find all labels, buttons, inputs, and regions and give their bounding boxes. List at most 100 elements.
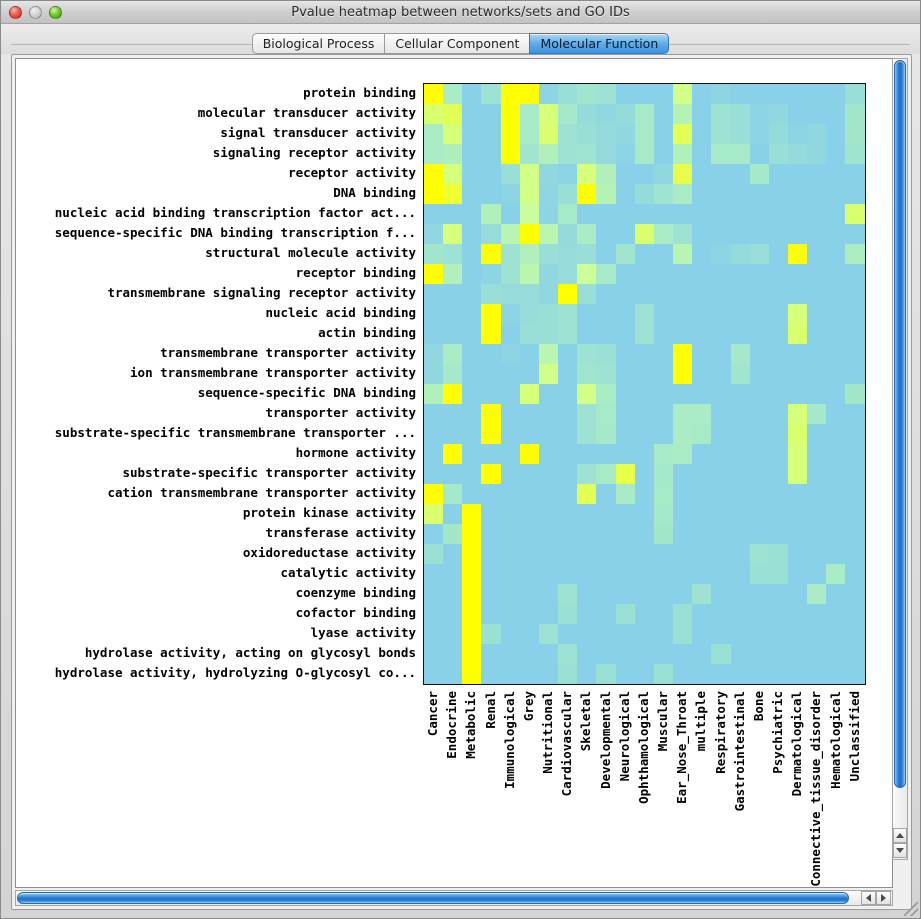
heatmap-cell[interactable] bbox=[807, 564, 827, 584]
heatmap-cell[interactable] bbox=[462, 424, 482, 444]
heatmap-cell[interactable] bbox=[500, 484, 520, 504]
heatmap-cell[interactable] bbox=[692, 544, 712, 564]
heatmap-cell[interactable] bbox=[768, 464, 788, 484]
heatmap-cell[interactable] bbox=[615, 444, 635, 464]
heatmap-cell[interactable] bbox=[692, 144, 712, 164]
heatmap-cell[interactable] bbox=[845, 284, 865, 304]
heatmap-cell[interactable] bbox=[519, 664, 539, 684]
heatmap-cell[interactable] bbox=[807, 504, 827, 524]
heatmap-cell[interactable] bbox=[653, 84, 674, 104]
heatmap-cell[interactable] bbox=[673, 284, 693, 304]
heatmap-cell[interactable] bbox=[749, 324, 769, 344]
heatmap-cell[interactable] bbox=[500, 524, 520, 544]
heatmap-cell[interactable] bbox=[424, 424, 444, 444]
heatmap-cell[interactable] bbox=[730, 444, 750, 464]
heatmap-cell[interactable] bbox=[558, 524, 578, 544]
heatmap-cell[interactable] bbox=[519, 644, 539, 664]
heatmap-cell[interactable] bbox=[538, 344, 559, 364]
heatmap-cell[interactable] bbox=[500, 144, 520, 164]
minimize-button[interactable] bbox=[29, 6, 42, 19]
heatmap-cell[interactable] bbox=[692, 224, 712, 244]
heatmap-cell[interactable] bbox=[749, 124, 769, 144]
heatmap-cell[interactable] bbox=[462, 504, 482, 524]
heatmap-cell[interactable] bbox=[443, 404, 463, 424]
heatmap-cell[interactable] bbox=[673, 184, 693, 204]
heatmap-cell[interactable] bbox=[787, 204, 808, 224]
heatmap-cell[interactable] bbox=[615, 524, 635, 544]
heatmap-cell[interactable] bbox=[634, 444, 654, 464]
heatmap-cell[interactable] bbox=[462, 184, 482, 204]
heatmap-cell[interactable] bbox=[845, 464, 865, 484]
heatmap-cell[interactable] bbox=[653, 224, 674, 244]
heatmap-cell[interactable] bbox=[730, 224, 750, 244]
heatmap-cell[interactable] bbox=[673, 384, 693, 404]
heatmap-cell[interactable] bbox=[443, 424, 463, 444]
heatmap-cell[interactable] bbox=[787, 324, 808, 344]
heatmap-cell[interactable] bbox=[615, 144, 635, 164]
heatmap-cell[interactable] bbox=[845, 664, 865, 684]
heatmap-cell[interactable] bbox=[730, 324, 750, 344]
heatmap-cell[interactable] bbox=[768, 164, 788, 184]
heatmap-cell[interactable] bbox=[519, 244, 539, 264]
heatmap-cell[interactable] bbox=[558, 164, 578, 184]
heatmap-cell[interactable] bbox=[424, 84, 444, 104]
heatmap-cell[interactable] bbox=[558, 664, 578, 684]
heatmap-cell[interactable] bbox=[807, 184, 827, 204]
heatmap-cell[interactable] bbox=[462, 464, 482, 484]
heatmap-cell[interactable] bbox=[481, 324, 501, 344]
heatmap-cell[interactable] bbox=[519, 444, 539, 464]
heatmap-cell[interactable] bbox=[615, 544, 635, 564]
heatmap-cell[interactable] bbox=[481, 424, 501, 444]
heatmap-cell[interactable] bbox=[500, 544, 520, 564]
heatmap-cell[interactable] bbox=[596, 324, 616, 344]
heatmap-cell[interactable] bbox=[500, 104, 520, 124]
heatmap-cell[interactable] bbox=[653, 504, 674, 524]
heatmap-cell[interactable] bbox=[634, 324, 654, 344]
heatmap-cell[interactable] bbox=[424, 364, 444, 384]
heatmap-cell[interactable] bbox=[462, 564, 482, 584]
heatmap-cell[interactable] bbox=[787, 104, 808, 124]
heatmap-cell[interactable] bbox=[826, 404, 846, 424]
heatmap-cell[interactable] bbox=[673, 484, 693, 504]
heatmap-cell[interactable] bbox=[673, 244, 693, 264]
heatmap-cell[interactable] bbox=[443, 604, 463, 624]
heatmap-cell[interactable] bbox=[596, 404, 616, 424]
heatmap-cell[interactable] bbox=[462, 244, 482, 264]
heatmap-cell[interactable] bbox=[615, 104, 635, 124]
heatmap-cell[interactable] bbox=[673, 84, 693, 104]
heatmap-cell[interactable] bbox=[481, 584, 501, 604]
heatmap-cell[interactable] bbox=[673, 124, 693, 144]
heatmap-cell[interactable] bbox=[730, 564, 750, 584]
heatmap-cell[interactable] bbox=[538, 184, 559, 204]
heatmap-cell[interactable] bbox=[596, 84, 616, 104]
heatmap-cell[interactable] bbox=[845, 484, 865, 504]
heatmap-cell[interactable] bbox=[787, 284, 808, 304]
heatmap-cell[interactable] bbox=[596, 224, 616, 244]
heatmap-cell[interactable] bbox=[807, 444, 827, 464]
heatmap-cell[interactable] bbox=[500, 264, 520, 284]
heatmap-cell[interactable] bbox=[673, 444, 693, 464]
heatmap-cell[interactable] bbox=[807, 524, 827, 544]
heatmap-cell[interactable] bbox=[481, 624, 501, 644]
heatmap-cell[interactable] bbox=[673, 364, 693, 384]
heatmap-cell[interactable] bbox=[500, 404, 520, 424]
heatmap-cell[interactable] bbox=[500, 364, 520, 384]
heatmap-cell[interactable] bbox=[462, 524, 482, 544]
heatmap-cell[interactable] bbox=[443, 84, 463, 104]
heatmap-cell[interactable] bbox=[653, 564, 674, 584]
heatmap-cell[interactable] bbox=[807, 584, 827, 604]
heatmap-cell[interactable] bbox=[615, 164, 635, 184]
heatmap-cell[interactable] bbox=[634, 284, 654, 304]
heatmap-cell[interactable] bbox=[673, 224, 693, 244]
heatmap-cell[interactable] bbox=[519, 184, 539, 204]
heatmap-cell[interactable] bbox=[826, 424, 846, 444]
heatmap-cell[interactable] bbox=[558, 344, 578, 364]
heatmap-cell[interactable] bbox=[768, 224, 788, 244]
heatmap-cell[interactable] bbox=[768, 204, 788, 224]
heatmap-cell[interactable] bbox=[424, 344, 444, 364]
heatmap-cell[interactable] bbox=[634, 124, 654, 144]
heatmap-cell[interactable] bbox=[711, 584, 731, 604]
heatmap-cell[interactable] bbox=[768, 384, 788, 404]
heatmap-cell[interactable] bbox=[615, 324, 635, 344]
heatmap-cell[interactable] bbox=[711, 524, 731, 544]
